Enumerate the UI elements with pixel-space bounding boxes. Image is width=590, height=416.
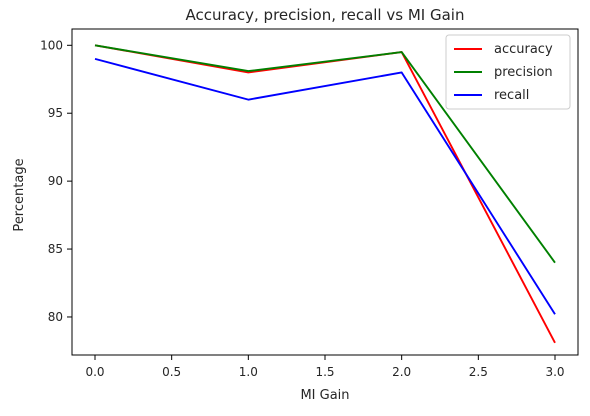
x-tick-label: 2.0: [392, 365, 411, 379]
legend-label-precision: precision: [494, 65, 553, 80]
y-tick-label: 95: [48, 106, 63, 120]
y-axis-label: Percentage: [12, 158, 27, 231]
x-axis-label: MI Gain: [300, 388, 349, 403]
y-tick-label: 90: [48, 174, 63, 188]
y-tick-label: 80: [48, 310, 63, 324]
x-tick-label: 1.5: [315, 365, 334, 379]
legend-label-recall: recall: [494, 88, 529, 103]
x-tick-label: 2.5: [469, 365, 488, 379]
x-tick-label: 1.0: [239, 365, 258, 379]
legend: accuracy precision recall: [446, 35, 570, 109]
x-tick-label: 0.0: [85, 365, 104, 379]
x-tick-label: 0.5: [162, 365, 181, 379]
legend-label-accuracy: accuracy: [494, 42, 553, 57]
y-tick-label: 85: [48, 242, 63, 256]
x-tick-label: 3.0: [545, 365, 564, 379]
chart-title: Accuracy, precision, recall vs MI Gain: [186, 6, 465, 24]
y-tick-label: 100: [40, 38, 63, 52]
